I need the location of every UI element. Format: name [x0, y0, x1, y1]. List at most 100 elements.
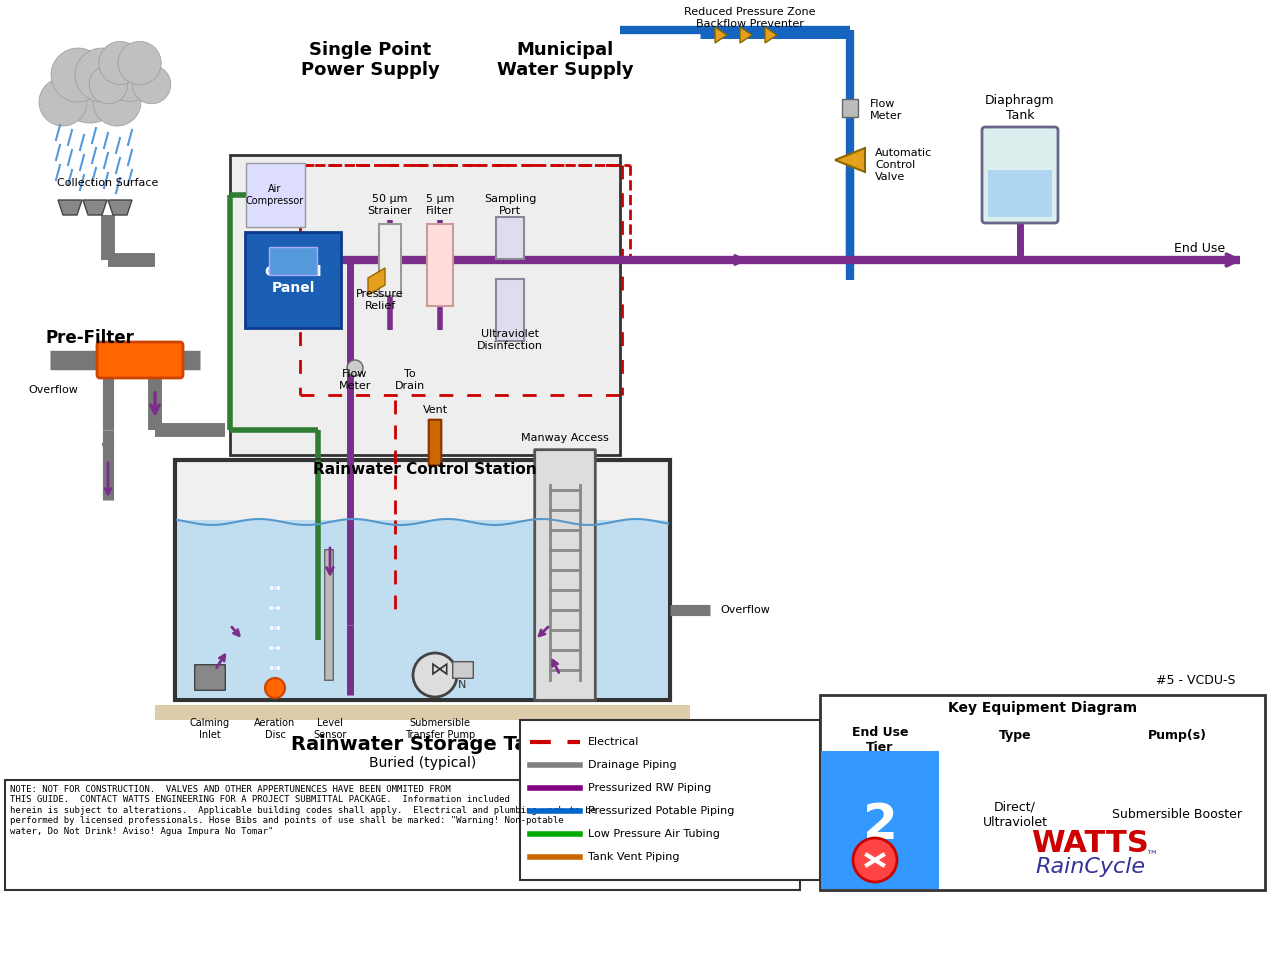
- Text: Reduced Pressure Zone
Backflow Preventer: Reduced Pressure Zone Backflow Preventer: [685, 7, 815, 29]
- Text: Pressurized RW Piping: Pressurized RW Piping: [588, 783, 712, 793]
- Circle shape: [270, 586, 275, 591]
- Text: Aeration
Disc: Aeration Disc: [255, 718, 296, 740]
- FancyBboxPatch shape: [982, 127, 1059, 223]
- Text: Collection Surface: Collection Surface: [58, 178, 159, 188]
- Circle shape: [270, 666, 275, 671]
- Text: Drainage Piping: Drainage Piping: [588, 760, 677, 770]
- Circle shape: [271, 586, 276, 591]
- FancyBboxPatch shape: [230, 155, 620, 455]
- Circle shape: [38, 78, 87, 126]
- Circle shape: [274, 605, 279, 610]
- Circle shape: [275, 605, 280, 610]
- Text: End Use: End Use: [1175, 242, 1225, 254]
- Text: Diaphragm
Tank: Diaphragm Tank: [986, 94, 1055, 122]
- FancyBboxPatch shape: [842, 99, 858, 117]
- Text: Ultraviolet
Disinfection: Ultraviolet Disinfection: [477, 330, 543, 351]
- Circle shape: [265, 678, 285, 698]
- Text: Flow
Meter: Flow Meter: [870, 99, 902, 121]
- Text: Rainwater Storage Tank: Rainwater Storage Tank: [291, 735, 554, 755]
- Text: Electrical: Electrical: [588, 737, 640, 747]
- Text: NOTE: NOT FOR CONSTRUCTION.  VALVES AND OTHER APPERTUNENCES HAVE BEEN OMMITED FR: NOTE: NOT FOR CONSTRUCTION. VALVES AND O…: [10, 785, 596, 836]
- FancyBboxPatch shape: [820, 695, 1265, 890]
- Circle shape: [274, 626, 279, 631]
- FancyBboxPatch shape: [175, 460, 669, 700]
- Circle shape: [275, 626, 280, 631]
- FancyBboxPatch shape: [325, 550, 333, 681]
- Text: Overflow: Overflow: [719, 605, 769, 615]
- Circle shape: [276, 666, 282, 671]
- FancyBboxPatch shape: [195, 665, 225, 690]
- Text: 50 μm
Strainer: 50 μm Strainer: [367, 194, 412, 215]
- Circle shape: [273, 586, 278, 591]
- Circle shape: [275, 586, 280, 591]
- FancyBboxPatch shape: [177, 520, 668, 698]
- Text: N: N: [458, 680, 466, 690]
- Text: Flow
Meter: Flow Meter: [339, 370, 371, 391]
- FancyBboxPatch shape: [379, 224, 401, 296]
- Circle shape: [58, 57, 123, 123]
- FancyBboxPatch shape: [246, 163, 305, 227]
- Circle shape: [271, 605, 276, 610]
- FancyBboxPatch shape: [497, 279, 524, 341]
- FancyBboxPatch shape: [988, 170, 1052, 217]
- Circle shape: [269, 605, 274, 610]
- Text: Municipal
Water Supply: Municipal Water Supply: [497, 41, 634, 79]
- Circle shape: [269, 586, 274, 591]
- Text: Tank Vent Piping: Tank Vent Piping: [588, 852, 680, 862]
- Text: Sampling
Port: Sampling Port: [484, 194, 536, 215]
- Circle shape: [347, 360, 364, 376]
- Circle shape: [104, 49, 156, 101]
- Circle shape: [76, 48, 129, 102]
- Text: Submersible Booster: Submersible Booster: [1112, 808, 1242, 822]
- FancyBboxPatch shape: [428, 224, 453, 306]
- Circle shape: [275, 666, 280, 671]
- Text: ⋈: ⋈: [430, 660, 449, 679]
- Circle shape: [271, 645, 276, 650]
- FancyBboxPatch shape: [820, 751, 940, 889]
- Circle shape: [132, 65, 170, 103]
- Circle shape: [270, 626, 275, 631]
- Text: End Use
Tier: End Use Tier: [851, 726, 909, 754]
- Polygon shape: [765, 27, 777, 43]
- Text: Air
Compressor: Air Compressor: [246, 184, 305, 206]
- FancyBboxPatch shape: [429, 419, 442, 465]
- Text: Automatic
Control
Valve: Automatic Control Valve: [876, 148, 932, 181]
- Text: Pressure
Relief: Pressure Relief: [356, 290, 403, 311]
- Text: Vent: Vent: [422, 405, 448, 415]
- Text: 5 μm
Filter: 5 μm Filter: [426, 194, 454, 215]
- Circle shape: [271, 626, 276, 631]
- Polygon shape: [740, 27, 753, 43]
- Circle shape: [270, 605, 275, 610]
- Polygon shape: [835, 148, 865, 172]
- Text: Submersible
Transfer Pump: Submersible Transfer Pump: [404, 718, 475, 740]
- Text: To
Drain: To Drain: [394, 370, 425, 391]
- Text: #5 - VCDU-S: #5 - VCDU-S: [1156, 674, 1235, 686]
- Circle shape: [93, 78, 141, 126]
- Text: Manway Access: Manway Access: [521, 433, 609, 443]
- Circle shape: [274, 586, 279, 591]
- Circle shape: [273, 626, 278, 631]
- FancyBboxPatch shape: [155, 705, 690, 720]
- Text: Pressurized Potable Piping: Pressurized Potable Piping: [588, 806, 735, 816]
- Circle shape: [269, 645, 274, 650]
- Text: Low Pressure Air Tubing: Low Pressure Air Tubing: [588, 829, 719, 839]
- Circle shape: [274, 666, 279, 671]
- Circle shape: [276, 586, 282, 591]
- Circle shape: [276, 626, 282, 631]
- Circle shape: [273, 666, 278, 671]
- Circle shape: [118, 41, 161, 85]
- Polygon shape: [58, 200, 82, 215]
- Text: Calming
Inlet: Calming Inlet: [189, 718, 230, 740]
- FancyBboxPatch shape: [453, 662, 474, 679]
- Text: Pre-Filter: Pre-Filter: [46, 329, 134, 347]
- Circle shape: [51, 48, 105, 102]
- Circle shape: [273, 645, 278, 650]
- Polygon shape: [369, 268, 385, 295]
- Circle shape: [270, 645, 275, 650]
- Text: Overflow: Overflow: [28, 385, 78, 395]
- Text: Buried (typical): Buried (typical): [369, 756, 476, 770]
- Text: Pump(s): Pump(s): [1147, 728, 1207, 742]
- FancyBboxPatch shape: [5, 780, 800, 890]
- Polygon shape: [716, 27, 727, 43]
- Polygon shape: [108, 200, 132, 215]
